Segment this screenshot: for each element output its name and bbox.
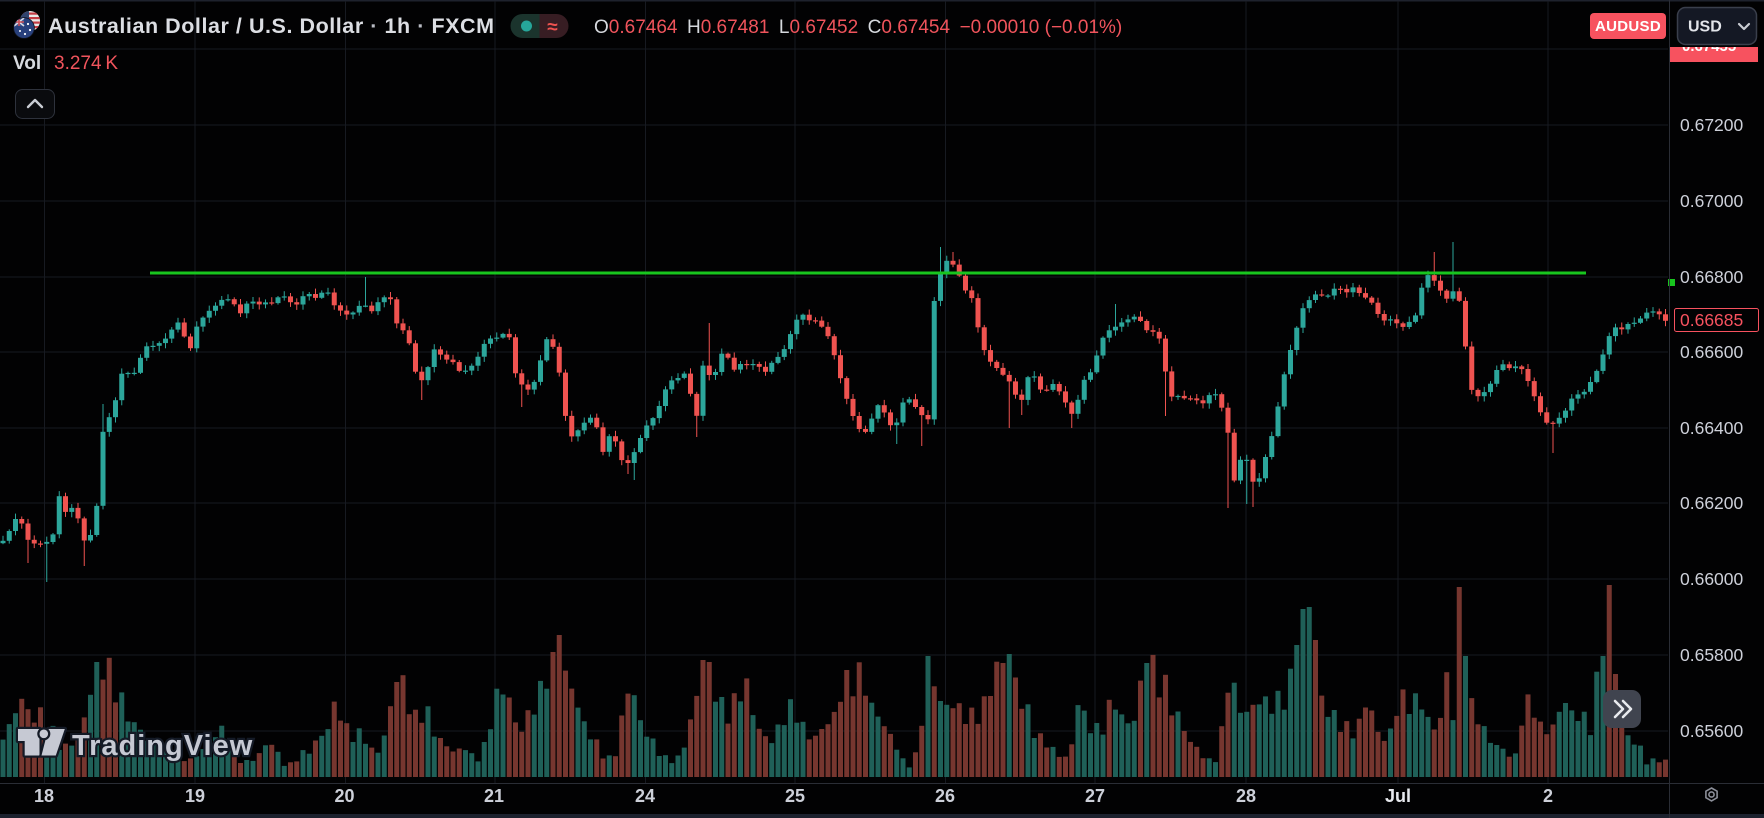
svg-text:0.66685: 0.66685 <box>1680 310 1743 330</box>
svg-text:O0.67464 H0.67481 L0.67452 C0.: O0.67464 H0.67481 L0.67452 C0.67454 −0.0… <box>594 17 1122 38</box>
svg-text:2: 2 <box>1543 786 1553 806</box>
svg-text:0.67200: 0.67200 <box>1680 115 1744 135</box>
svg-text:Vol: Vol <box>13 53 41 74</box>
svg-text:25: 25 <box>785 786 805 806</box>
svg-text:Jul: Jul <box>1385 786 1411 806</box>
svg-text:0.67000: 0.67000 <box>1680 191 1744 211</box>
svg-text:0.66200: 0.66200 <box>1680 493 1744 513</box>
svg-text:TradingView: TradingView <box>72 730 253 762</box>
svg-text:USD: USD <box>1688 19 1722 36</box>
svg-text:26: 26 <box>935 786 955 806</box>
svg-text:Australian Dollar / U.S. Dolla: Australian Dollar / U.S. Dollar · 1h · F… <box>48 14 495 38</box>
svg-text:21: 21 <box>484 786 504 806</box>
svg-text:3.274 K: 3.274 K <box>54 53 118 74</box>
svg-text:≈: ≈ <box>547 17 558 38</box>
svg-text:27: 27 <box>1085 786 1105 806</box>
svg-text:0.66000: 0.66000 <box>1680 569 1744 589</box>
svg-text:0.66800: 0.66800 <box>1680 267 1744 287</box>
svg-text:0.65800: 0.65800 <box>1680 645 1744 665</box>
svg-text:28: 28 <box>1236 786 1256 806</box>
svg-text:19: 19 <box>185 786 205 806</box>
svg-text:0.66600: 0.66600 <box>1680 342 1744 362</box>
svg-text:18: 18 <box>34 786 54 806</box>
svg-text:24: 24 <box>635 786 655 806</box>
svg-text:0.65600: 0.65600 <box>1680 721 1744 741</box>
svg-text:AUDUSD: AUDUSD <box>1595 18 1661 35</box>
svg-text:0.67455: 0.67455 <box>1682 38 1736 55</box>
svg-text:0.66400: 0.66400 <box>1680 418 1744 438</box>
svg-text:20: 20 <box>334 786 354 806</box>
